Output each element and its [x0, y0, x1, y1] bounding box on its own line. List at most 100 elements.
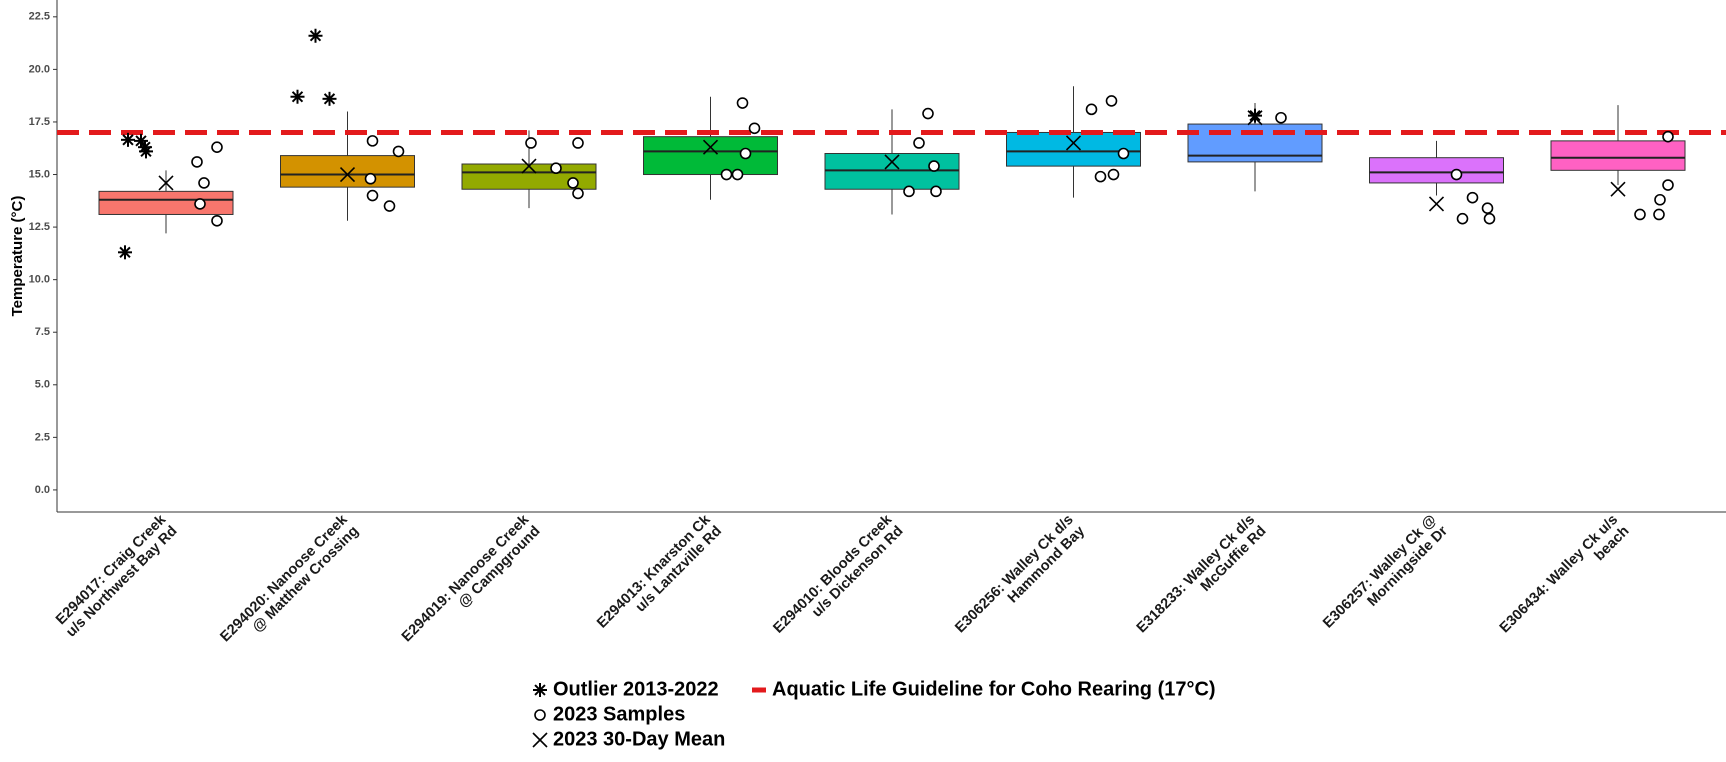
y-tick-label: 10.0: [29, 274, 50, 286]
sample: [198, 177, 210, 189]
sample: [1654, 193, 1666, 206]
sample: [1456, 212, 1469, 225]
label-line: E306256: Walley Ck d/s: [952, 512, 1076, 636]
sample: [1450, 168, 1463, 181]
cross-stroke: [1428, 196, 1445, 212]
cross-stroke: [158, 175, 174, 191]
mean: [339, 166, 356, 183]
outlier: [290, 89, 305, 104]
sample: [525, 137, 537, 149]
outlier: [1248, 108, 1262, 123]
sample: [1634, 208, 1646, 221]
x-tick-label: E294020: Nanoose Creek@ Matthew Crossing: [217, 511, 362, 656]
label-line: E294010: Bloods Creek: [770, 511, 895, 636]
y-tick-label: 12.5: [29, 221, 50, 233]
sample: [1105, 95, 1118, 107]
y-axis-label: Temperature (°C): [9, 196, 26, 317]
sample: [191, 156, 203, 168]
label-line: E294017: Craig Creek: [53, 511, 170, 628]
label-line: E294020: Nanoose Creek: [217, 511, 351, 645]
sample: [550, 162, 562, 175]
star-stroke: [122, 134, 134, 146]
label-line: E294013: Knarston Ck: [594, 511, 714, 631]
legend-label: 2023 Samples: [553, 703, 685, 725]
star-stroke: [534, 684, 546, 696]
sample: [930, 185, 942, 198]
label-line: @ Matthew Crossing: [250, 523, 362, 635]
y-tick-label: 2.5: [35, 431, 50, 443]
x-tick-label: E306256: Walley Ck d/sHammond Bay: [952, 512, 1088, 648]
sample: [1662, 130, 1674, 143]
x-tick-label: E294013: Knarston Cku/s Lantzville Rd: [594, 511, 726, 643]
mean: [1247, 110, 1263, 126]
cross-stroke: [1247, 110, 1263, 126]
sample: [720, 168, 733, 181]
sample: [1483, 212, 1496, 225]
sample: [211, 141, 223, 153]
star-stroke: [323, 93, 336, 105]
outlier: [139, 144, 153, 159]
label-line: E306257: Walley Ck @: [1320, 512, 1440, 632]
label-line: E318233: Walley Ck d/s: [1134, 512, 1258, 636]
sample: [1275, 111, 1287, 124]
x-tick-label: E306257: Walley Ck @Morningside Dr: [1320, 512, 1451, 643]
label-line: E306434: Walley Ck u/s: [1497, 512, 1621, 636]
box: [1369, 157, 1504, 184]
legend-label: Outlier 2013-2022: [553, 678, 719, 700]
box: [280, 155, 415, 188]
y-tick-label: 7.5: [35, 326, 50, 338]
outlier: [322, 91, 337, 106]
x-tick-label: E294010: Bloods Creeku/s Dickenson Rd: [770, 511, 907, 648]
legend-label: Aquatic Life Guideline for Coho Rearing …: [772, 678, 1216, 700]
star-stroke: [135, 135, 147, 147]
sample: [211, 214, 223, 227]
y-tick-label: 17.5: [29, 116, 50, 128]
sample: [1481, 202, 1494, 214]
x-tick-label: E294017: Craig Creeku/s Northwest Bay Rd: [52, 511, 181, 640]
sample: [567, 177, 579, 189]
sample: [572, 187, 584, 200]
legend-symbol: [534, 709, 546, 721]
box: [1550, 140, 1686, 171]
sample: [1085, 103, 1098, 116]
cross-stroke: [702, 139, 719, 155]
mean: [1428, 196, 1445, 212]
sample: [1107, 168, 1120, 181]
legend-symbol: [532, 732, 548, 748]
y-tick-label: 15.0: [29, 168, 50, 180]
box: [824, 152, 960, 190]
sample: [1653, 208, 1665, 221]
sample: [366, 189, 379, 202]
cross-stroke: [1610, 181, 1626, 197]
box: [1006, 131, 1141, 167]
cross-stroke: [532, 732, 548, 748]
star-stroke: [119, 246, 131, 258]
sample: [1662, 179, 1674, 191]
sample: [1117, 147, 1130, 160]
x-tick-label: E318233: Walley Ck d/sMcGuffie Rd: [1134, 512, 1270, 648]
legend-label: 2023 30-Day Mean: [553, 728, 725, 750]
sample: [928, 160, 940, 172]
box: [643, 136, 778, 176]
legend-symbol: [533, 683, 547, 697]
mean: [884, 154, 900, 170]
box: [98, 190, 234, 215]
label-line: u/s Northwest Bay Rd: [63, 523, 180, 640]
star-stroke: [309, 30, 322, 42]
sample: [1094, 170, 1107, 183]
y-tick-label: 22.5: [29, 11, 50, 23]
outlier: [121, 132, 135, 147]
cross-stroke: [884, 154, 900, 170]
outlier: [118, 245, 132, 260]
sample: [1466, 191, 1479, 204]
y-tick-label: 5.0: [35, 379, 50, 391]
sample: [194, 198, 206, 210]
cross-stroke: [1065, 135, 1082, 151]
sample: [736, 97, 749, 109]
mean: [702, 139, 719, 155]
sample: [731, 168, 744, 181]
x-tick-label: E294019: Nanoose Creek@ Campground: [399, 511, 544, 656]
sample: [383, 200, 396, 212]
label-line: E294019: Nanoose Creek: [399, 511, 533, 645]
y-tick-label: 0.0: [35, 484, 50, 496]
